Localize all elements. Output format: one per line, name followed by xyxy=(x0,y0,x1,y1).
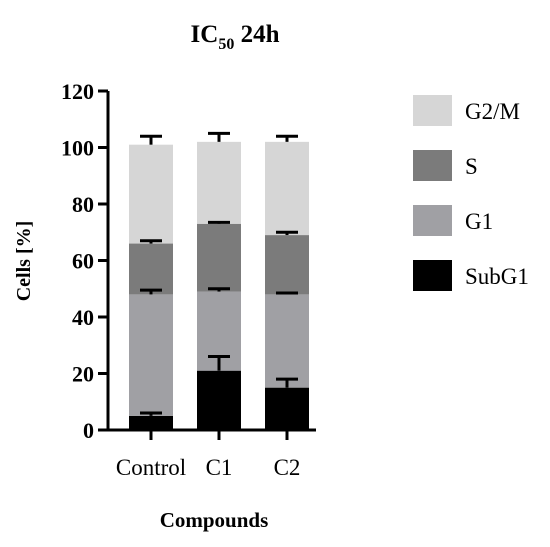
chart-title: IC50 24h xyxy=(191,21,280,53)
bar-segment-g1-c2 xyxy=(265,294,309,388)
legend: G2/M S G1 SubG1 xyxy=(413,95,529,291)
bar-segment-subg1-control xyxy=(129,415,173,430)
bar-segment-g2m-control xyxy=(129,144,173,244)
legend-label-s: S xyxy=(465,154,478,179)
x-tick-label-control: Control xyxy=(116,455,186,480)
chart-title-main: IC xyxy=(191,21,219,48)
y-tick-label: 60 xyxy=(72,249,94,274)
legend-swatch-g2m xyxy=(413,95,452,126)
axes-group: 0 20 40 60 80 100 120 Control C1 C2 xyxy=(61,79,316,480)
legend-label-subg1: SubG1 xyxy=(465,264,529,289)
bar-segment-subg1-c2 xyxy=(265,387,309,430)
bar-segment-s-c1 xyxy=(197,223,241,292)
legend-label-g1: G1 xyxy=(465,209,493,234)
bar-segment-g1-control xyxy=(129,294,173,416)
error-bars-group xyxy=(140,131,298,416)
x-tick-label-c1: C1 xyxy=(206,455,233,480)
x-tick-label-c2: C2 xyxy=(274,455,301,480)
y-tick-label: 0 xyxy=(83,418,94,443)
legend-swatch-g1 xyxy=(413,205,452,236)
y-tick-label: 100 xyxy=(61,136,94,161)
y-tick-label: 20 xyxy=(72,362,94,387)
chart-title-subscript: 50 xyxy=(218,36,234,53)
bar-segment-s-control xyxy=(129,243,173,295)
y-tick-label: 120 xyxy=(61,79,94,104)
legend-label-g2m: G2/M xyxy=(465,99,520,124)
bars-group xyxy=(129,141,309,430)
bar-segment-s-c2 xyxy=(265,235,309,295)
legend-swatch-subg1 xyxy=(413,260,452,291)
bar-segment-subg1-c1 xyxy=(197,370,241,430)
chart-title-suffix: 24h xyxy=(234,21,279,48)
y-tick-label: 40 xyxy=(72,305,94,330)
bar-segment-g2m-c2 xyxy=(265,141,309,236)
y-tick-label: 80 xyxy=(72,192,94,217)
bar-segment-g2m-c1 xyxy=(197,141,241,224)
x-axis-label: Compounds xyxy=(160,508,269,532)
y-axis-label: Cells [%] xyxy=(13,221,35,302)
legend-swatch-s xyxy=(413,150,452,181)
